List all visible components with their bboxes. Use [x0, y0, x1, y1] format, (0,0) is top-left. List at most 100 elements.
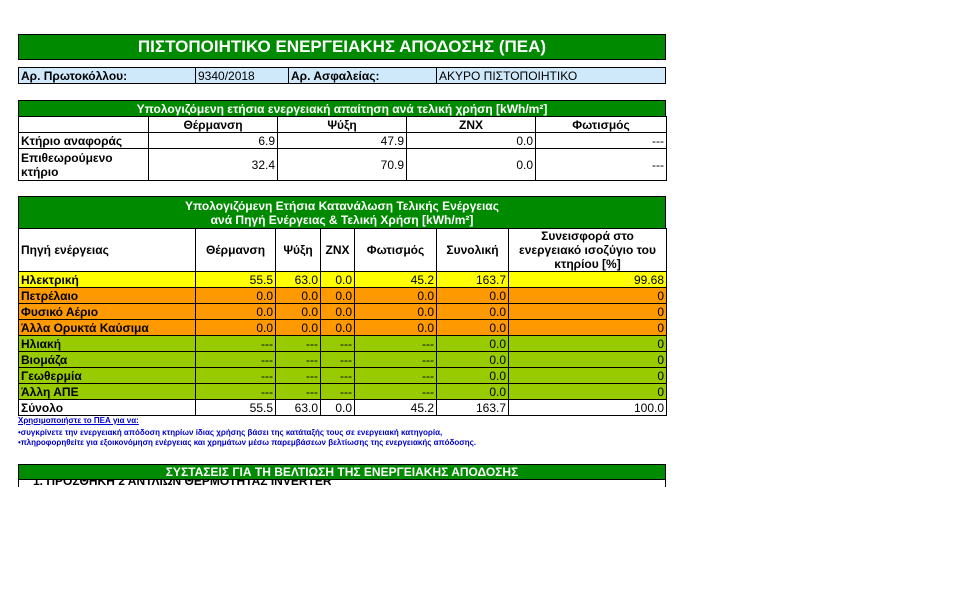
consumption-value: 0.0: [436, 335, 509, 352]
consumption-value: ---: [195, 335, 276, 352]
consumption-value: ---: [195, 351, 276, 368]
consumption-value: 0.0: [354, 319, 437, 336]
recommendations-title: ΣΥΣΤΑΣΕΙΣ ΓΙΑ ΤΗ ΒΕΛΤΙΩΣΗ ΤΗΣ ΕΝΕΡΓΕΙΑΚΗ…: [18, 464, 666, 480]
consumption-value: 0.0: [354, 303, 437, 320]
consumption-value: ---: [195, 367, 276, 384]
title-bar: ΠΙΣΤΟΠΟΙΗΤΙΚΟ ΕΝΕΡΓΕΙΑΚΗΣ ΑΠΟΔΟΣΗΣ (ΠΕΑ): [18, 34, 666, 60]
consumption-value: ---: [320, 335, 355, 352]
demand-value: 47.9: [277, 132, 407, 149]
consumption-row-label: Φυσικό Αέριο: [18, 303, 196, 320]
consumption-value: 0.0: [436, 383, 509, 400]
consumption-column: Πηγή ενέργειας: [18, 228, 196, 272]
consumption-value: 0: [508, 335, 667, 352]
consumption-column: Συνολική: [436, 228, 509, 272]
consumption-value: 45.2: [354, 271, 437, 288]
consumption-row-label: Γεωθερμία: [18, 367, 196, 384]
demand-value: ---: [535, 148, 667, 181]
demand-row-label: Κτήριο αναφοράς: [18, 132, 149, 149]
consumption-row-label: Βιομάζα: [18, 351, 196, 368]
consumption-value: 55.5: [195, 271, 276, 288]
protocol-label: Αρ. Πρωτοκόλλου:: [18, 67, 196, 84]
consumption-value: 0: [508, 303, 667, 320]
demand-title: Υπολογιζόμενη ετήσια ενεργειακή απαίτηση…: [18, 100, 666, 117]
consumption-value: ---: [275, 383, 321, 400]
consumption-value: 0.0: [436, 287, 509, 304]
consumption-column: Θέρμανση: [195, 228, 276, 272]
demand-column: Θέρμανση: [148, 116, 278, 133]
demand-value: ---: [535, 132, 667, 149]
demand-column: Ψύξη: [277, 116, 407, 133]
recommendation-item: 1. ΠΡΟΣΘΗΚΗ 2 ΑΝΤΛΙΩΝ ΘΕΡΜΟΤΗΤΑΣ INVERTE…: [33, 479, 332, 487]
demand-value: 70.9: [277, 148, 407, 181]
demand-column: Φωτισμός: [535, 116, 667, 133]
protocol-value: 9340/2018: [195, 67, 289, 84]
consumption-value: 55.5: [195, 399, 276, 416]
title-line: Υπολογιζόμενη Ετήσια Κατανάλωση Τελικής …: [185, 198, 499, 213]
consumption-value: ---: [354, 383, 437, 400]
consumption-value: ---: [354, 335, 437, 352]
consumption-value: 63.0: [275, 399, 321, 416]
consumption-value: ---: [275, 351, 321, 368]
demand-column: ZNX: [406, 116, 536, 133]
title-line: ανά Πηγή Ενέργειας & Τελική Χρήση [kWh/m…: [210, 212, 474, 227]
demand-corner: [18, 116, 149, 133]
consumption-value: ---: [195, 383, 276, 400]
note: •συγκρίνετε την ενεργειακή απόδοση κτηρί…: [18, 428, 443, 437]
insurance-value: ΑΚΥΡΟ ΠΙΣΤΟΠΟΙΗΤΙΚΟ: [436, 67, 666, 84]
consumption-value: 0.0: [320, 399, 355, 416]
demand-value: 0.0: [406, 132, 536, 149]
consumption-row-label: Ηλιακή: [18, 335, 196, 352]
consumption-value: 0: [508, 351, 667, 368]
consumption-row-label: Άλλη ΑΠΕ: [18, 383, 196, 400]
consumption-row-label: Άλλα Ορυκτά Καύσιμα: [18, 319, 196, 336]
consumption-value: 45.2: [354, 399, 437, 416]
consumption-title: Υπολογιζόμενη Ετήσια Κατανάλωση Τελικής …: [18, 196, 666, 229]
consumption-value: ---: [354, 351, 437, 368]
demand-value: 0.0: [406, 148, 536, 181]
consumption-column: Ψύξη: [275, 228, 321, 272]
consumption-value: 0.0: [320, 287, 355, 304]
consumption-column: Φωτισμός: [354, 228, 437, 272]
consumption-row-label: Ηλεκτρική: [18, 271, 196, 288]
consumption-value: ---: [320, 351, 355, 368]
consumption-value: 163.7: [436, 399, 509, 416]
note: Χρησιμοποιήστε το ΠΕΑ για να:: [18, 416, 139, 425]
consumption-value: 63.0: [275, 271, 321, 288]
consumption-value: 0.0: [195, 303, 276, 320]
consumption-value: 0.0: [195, 287, 276, 304]
consumption-value: 0.0: [436, 351, 509, 368]
demand-value: 32.4: [148, 148, 278, 181]
demand-row-label: Επιθεωρούμενο κτήριο: [18, 148, 149, 181]
consumption-value: ---: [320, 383, 355, 400]
recommendation-clip: 1. ΠΡΟΣΘΗΚΗ 2 ΑΝΤΛΙΩΝ ΘΕΡΜΟΤΗΤΑΣ INVERTE…: [18, 479, 666, 487]
consumption-value: 0.0: [275, 303, 321, 320]
consumption-column: Συνεισφορά στο ενεργειακό ισοζύγιο του κ…: [508, 228, 667, 272]
consumption-value: 0.0: [275, 319, 321, 336]
consumption-value: 99.68: [508, 271, 667, 288]
consumption-value: ---: [320, 367, 355, 384]
consumption-value: 0: [508, 319, 667, 336]
consumption-value: 0.0: [436, 319, 509, 336]
consumption-value: 100.0: [508, 399, 667, 416]
consumption-value: 0.0: [275, 287, 321, 304]
consumption-value: 0.0: [195, 319, 276, 336]
demand-value: 6.9: [148, 132, 278, 149]
consumption-value: ---: [275, 335, 321, 352]
consumption-value: 0: [508, 367, 667, 384]
consumption-row-label: Σύνολο: [18, 399, 196, 416]
consumption-row-label: Πετρέλαιο: [18, 287, 196, 304]
insurance-label: Αρ. Ασφαλείας:: [288, 67, 437, 84]
consumption-value: 0: [508, 383, 667, 400]
consumption-column: ZNX: [320, 228, 355, 272]
consumption-value: 0.0: [320, 271, 355, 288]
consumption-value: ---: [275, 367, 321, 384]
consumption-value: ---: [354, 367, 437, 384]
note: •πληροφορηθείτε για εξοικονόμηση ενέργει…: [18, 438, 477, 447]
consumption-value: 0.0: [354, 287, 437, 304]
consumption-value: 163.7: [436, 271, 509, 288]
consumption-value: 0.0: [320, 303, 355, 320]
consumption-value: 0: [508, 287, 667, 304]
consumption-value: 0.0: [320, 319, 355, 336]
consumption-value: 0.0: [436, 303, 509, 320]
